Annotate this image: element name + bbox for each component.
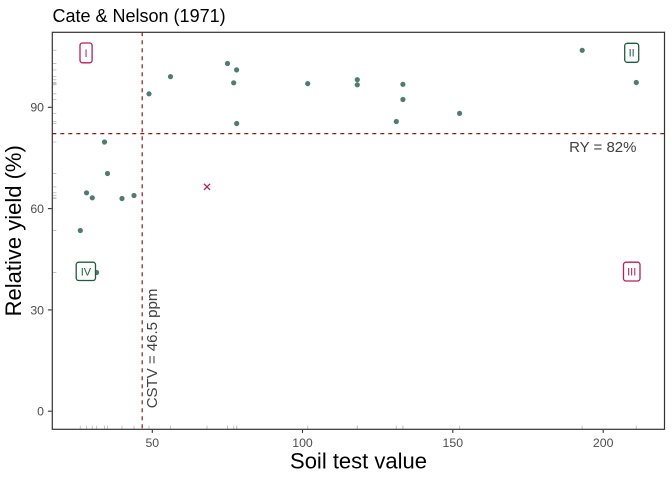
svg-text:90: 90 [30, 101, 44, 115]
svg-text:50: 50 [145, 436, 159, 450]
svg-text:Relative yield (%): Relative yield (%) [1, 145, 26, 316]
svg-text:150: 150 [443, 436, 464, 450]
svg-text:200: 200 [593, 436, 614, 450]
svg-text:RY = 82%: RY = 82% [569, 139, 636, 156]
svg-text:Soil test value: Soil test value [290, 449, 427, 474]
svg-text:100: 100 [292, 436, 313, 450]
svg-text:CSTV = 46.5 ppm: CSTV = 46.5 ppm [144, 289, 161, 409]
svg-text:Cate & Nelson (1971): Cate & Nelson (1971) [53, 6, 226, 26]
svg-text:IV: IV [81, 266, 92, 278]
svg-text:0: 0 [37, 405, 44, 419]
svg-text:II: II [629, 48, 635, 60]
svg-text:III: III [627, 267, 636, 279]
svg-text:I: I [84, 48, 87, 60]
svg-text:60: 60 [30, 202, 44, 216]
svg-text:30: 30 [30, 303, 44, 317]
